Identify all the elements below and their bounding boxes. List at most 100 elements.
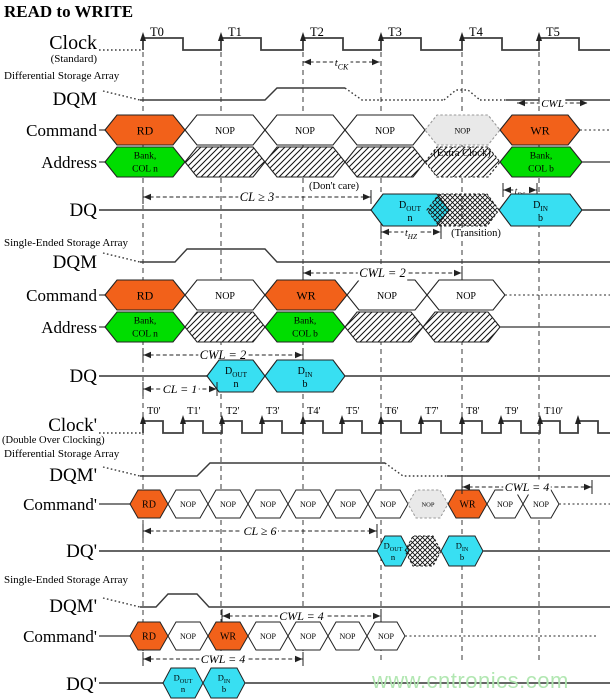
svg-text:CL ≥ 3: CL ≥ 3 — [240, 190, 274, 204]
clock-double-over: T0' T1' T2' T3' T4' T5' T6' T7' T8' T9' T10' Clock'… — [2, 406, 610, 446]
svg-text:NOP: NOP — [295, 126, 315, 137]
svg-text:T5': T5' — [346, 406, 360, 417]
svg-text:T7': T7' — [425, 406, 439, 417]
svg-text:n: n — [391, 552, 396, 562]
svg-text:Address: Address — [41, 153, 97, 172]
svg-text:T10': T10' — [544, 406, 563, 417]
svg-text:Bank,: Bank, — [530, 152, 552, 162]
svg-text:CL = 1: CL = 1 — [163, 382, 198, 396]
svg-text:DQM': DQM' — [49, 465, 97, 486]
svg-text:COL n: COL n — [132, 330, 158, 340]
cl6-measure: CL ≥ 6 — [142, 523, 378, 539]
svg-text:DQ': DQ' — [66, 541, 97, 562]
svg-text:COL b: COL b — [528, 165, 554, 175]
svg-text:Clock: Clock — [49, 32, 97, 54]
svg-text:DOUT: DOUT — [384, 541, 403, 554]
svg-text:T4: T4 — [469, 25, 484, 39]
svg-text:(Extra Clock): (Extra Clock) — [433, 148, 491, 159]
note-single-ended-top: Single-Ended Storage Array — [4, 237, 129, 249]
svg-text:T0': T0' — [147, 406, 161, 417]
svg-text:Clock': Clock' — [48, 415, 97, 436]
cl3-measure: CL ≥ 3 — [142, 189, 372, 205]
svg-text:T2: T2 — [310, 25, 324, 39]
dqm-single-ended: DQM — [53, 248, 610, 273]
svg-text:T8': T8' — [466, 406, 480, 417]
svg-text:NOP: NOP — [215, 291, 235, 302]
svg-text:Single-Ended Storage Array: Single-Ended Storage Array — [4, 237, 129, 249]
diagram-layers: T0 T1 T2 T3 T4 T5 Clock(Standard) tCK Differenti… — [2, 25, 610, 699]
svg-text:(Don't care): (Don't care) — [309, 181, 359, 192]
thz-measure: tHZ — [380, 225, 442, 242]
svg-text:T5: T5 — [546, 25, 560, 39]
svg-text:DOUT: DOUT — [174, 673, 193, 686]
cwl4-single-lower-measure: CWL = 4 — [142, 651, 304, 667]
svg-text:NOP: NOP — [375, 126, 395, 137]
svg-text:WR: WR — [530, 124, 549, 138]
svg-text:n: n — [181, 684, 186, 694]
svg-text:DQM': DQM' — [49, 596, 97, 617]
svg-text:CWL: CWL — [541, 98, 564, 110]
svg-text:NOP: NOP — [300, 500, 317, 509]
svg-text:tHZ: tHZ — [405, 228, 418, 241]
extra-clock-note: (Extra Clock) — [433, 148, 491, 159]
svg-text:b: b — [460, 552, 464, 562]
tck-measure: tCK — [303, 56, 380, 72]
svg-text:CL ≥ 6: CL ≥ 6 — [243, 524, 276, 538]
svg-text:COL n: COL n — [132, 165, 158, 175]
command-prime-single-ended: RD NOP WR NOP NOP NOP NOP Command' — [23, 621, 597, 651]
svg-text:n: n — [408, 213, 413, 224]
svg-text:T9': T9' — [505, 406, 519, 417]
svg-text:tCK: tCK — [335, 57, 349, 71]
dont-care-note: (Don't care) — [309, 181, 359, 192]
cwl4-single-upper-measure: CWL = 4 — [221, 608, 382, 624]
svg-text:NOP: NOP — [340, 500, 357, 509]
svg-text:CWL = 4: CWL = 4 — [201, 652, 246, 666]
svg-text:NOP: NOP — [497, 500, 514, 509]
svg-text:Command: Command — [26, 121, 97, 140]
address-differential: Bank, COL n Bank, COL b Address — [41, 146, 610, 178]
command-prime-differential: RD NOP NOP NOP NOP NOP NOP NOP WR NOP NOP Command' — [23, 489, 610, 519]
cwl2-lower-measure: CWL = 2 — [142, 347, 304, 363]
svg-text:n: n — [234, 379, 239, 390]
svg-text:Bank,: Bank, — [134, 152, 156, 162]
cwl4-differential-measure: CWL = 4 — [461, 479, 593, 495]
svg-text:(Standard): (Standard) — [51, 53, 98, 65]
svg-text:NOP: NOP — [456, 291, 476, 302]
svg-text:T1: T1 — [228, 25, 242, 39]
svg-text:Command': Command' — [23, 627, 97, 646]
svg-text:b: b — [222, 684, 226, 694]
svg-text:CWL = 4: CWL = 4 — [505, 480, 550, 494]
svg-text:NOP: NOP — [380, 500, 397, 509]
svg-text:T6': T6' — [385, 406, 399, 417]
svg-text:DQ: DQ — [70, 200, 98, 221]
svg-text:DIN: DIN — [533, 200, 549, 213]
svg-text:Command': Command' — [23, 495, 97, 514]
svg-text:CWL = 4: CWL = 4 — [279, 609, 324, 623]
svg-text:Command: Command — [26, 286, 97, 305]
svg-text:b: b — [303, 379, 308, 390]
svg-text:DQM: DQM — [53, 252, 97, 273]
dqm-prime-single-ended: DQM' — [49, 593, 610, 617]
svg-text:NOP: NOP — [533, 500, 550, 509]
svg-text:b: b — [538, 213, 543, 224]
svg-text:Bank,: Bank, — [294, 317, 316, 327]
svg-text:DQ': DQ' — [66, 674, 97, 695]
svg-text:RD: RD — [137, 124, 154, 138]
cwl2-upper-measure: CWL = 2 — [302, 265, 463, 281]
svg-text:NOP: NOP — [180, 500, 197, 509]
page-title: READ to WRITE — [4, 2, 134, 21]
watermark: www.cntronics.com — [372, 668, 569, 693]
note-differential-array-top: Differential Storage Array — [4, 70, 120, 82]
svg-text:NOP: NOP — [339, 632, 356, 641]
svg-text:T0: T0 — [150, 25, 164, 39]
svg-text:WR: WR — [296, 289, 315, 303]
command-differential: RD NOP NOP NOP NOP WR Command — [26, 114, 610, 146]
svg-text:Differential Storage Array: Differential Storage Array — [4, 448, 120, 460]
svg-text:(Double Over Clocking): (Double Over Clocking) — [2, 435, 105, 446]
svg-text:NOP: NOP — [180, 632, 197, 641]
